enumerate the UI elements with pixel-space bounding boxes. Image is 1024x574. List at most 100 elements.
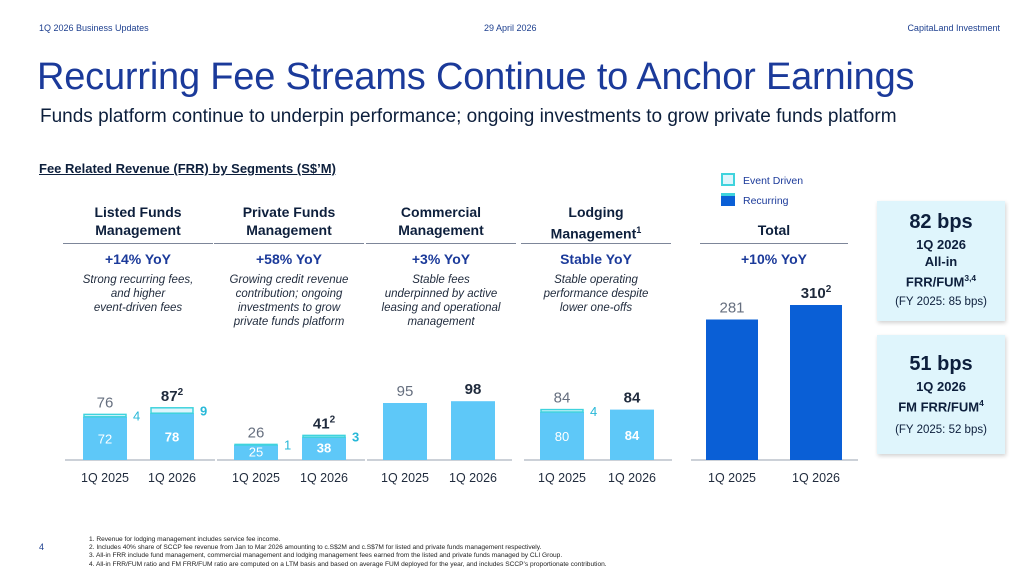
total-value-label: 872 [161,387,184,405]
desc-line: contribution; ongoing [235,288,343,300]
segment-divider [366,243,516,244]
category-label: 1Q 2025 [81,471,129,485]
category-label: 1Q 2025 [538,471,586,485]
segment-yoy: +3% YoY [411,251,471,267]
desc-line: Stable operating [554,274,638,286]
bar-recurring [610,409,654,460]
category-label: 1Q 2025 [232,471,280,485]
segment-divider [700,243,848,244]
bar-event-driven [83,413,127,418]
bar-recurring [383,403,427,460]
event-value-label: 9 [200,404,207,419]
segment-name-line2: Management [246,222,332,238]
footnote-ref: 1 [636,225,642,235]
recurring-value-label: 38 [317,441,331,456]
segment-name-line2: Management [550,225,637,242]
total-value-label: 26 [248,424,265,441]
bar-event-driven [540,408,584,413]
bar-event-driven [302,434,346,438]
segment-commercial: Commercial Management +3% YoY Stable fee… [366,203,516,329]
desc-line: and higher [110,288,166,300]
desc-line: lower one-offs [559,302,633,314]
event-value-label: 4 [590,404,597,419]
category-label: 1Q 2025 [381,471,429,485]
segment-yoy: +58% YoY [255,251,323,267]
total-value-label: 76 [97,394,114,411]
page-number: 4 [39,542,45,552]
bar-event-driven [234,443,278,446]
kpi-value: 82 bps [909,211,973,233]
kpi-label-line: FM FRR/FUM4 [877,395,1005,415]
desc-line: underpinned by active [384,288,498,300]
category-label: 1Q 2026 [608,471,656,485]
category-label: 1Q 2026 [792,471,840,485]
total-value-label: 84 [554,390,571,407]
segment-name-line1: Lodging [568,204,624,220]
segment-description: Growing credit revenue contribution; ong… [214,273,364,329]
bar-recurring [706,319,758,460]
kpi-metric: FRR/FUM [905,274,965,290]
kpi-value: 51 bps [909,353,973,375]
page-subtitle: Funds platform continue to underpin perf… [40,106,897,127]
recurring-value-label: 78 [165,430,179,445]
segment-name: Lodging Management1 [521,203,671,242]
segment-yoy: Stable YoY [560,251,632,267]
desc-line: Stable fees [412,274,470,286]
segment-listed: Listed Funds Management +14% YoY Strong … [63,203,213,315]
bar-recurring [302,437,346,460]
recurring-value-label: 72 [98,431,112,446]
footnote: 1. Revenue for lodging management includ… [89,536,281,543]
desc-line: performance despite [543,288,649,300]
kpi-comparison: (FY 2025: 52 bps) [895,424,987,437]
legend-event-label: Event Driven [743,175,804,187]
segment-divider [214,243,364,244]
segment-description: Stable fees underpinned by active leasin… [366,273,516,329]
total-value-label: 281 [719,300,744,317]
kpi-period: 1Q 2026 [916,237,966,252]
total-value-label: 84 [624,390,641,407]
desc-line: management [407,316,475,328]
kpi-label-line: FRR/FUM3,4 [877,270,1005,290]
legend-recurring-label: Recurring [743,195,789,207]
segment-name: Private Funds Management [214,203,364,239]
total-value-label: 98 [465,381,482,398]
segment-name: Listed Funds Management [63,203,213,239]
footnote: 2. Includes 40% share of SCCP fee revenu… [89,544,542,552]
segment-yoy: +10% YoY [740,251,808,267]
segment-total: Total +10% YoY [700,203,848,267]
segment-name-line2: Management [398,222,484,238]
kpi-metric: FM FRR/FUM [898,399,980,415]
segment-name-line2: Management [95,222,181,238]
desc-line: Growing credit revenue [229,274,349,286]
category-label: 1Q 2026 [300,471,348,485]
category-label: 1Q 2026 [148,471,196,485]
segment-yoy: +14% YoY [104,251,172,267]
segment-divider [63,243,213,244]
desc-line: leasing and operational [381,302,501,314]
legend-swatch-event [721,173,735,186]
segment-name-line1: Commercial [400,204,482,220]
footnote-ref: 2 [826,284,832,295]
header-brand: CapitaLand Investment [907,23,1000,33]
bar-recurring [150,413,194,460]
footnote-ref: 2 [330,414,336,425]
event-value-label: 1 [284,438,291,453]
kpi-card-fm: 51 bps 1Q 2026 FM FRR/FUM4 (FY 2025: 52 … [877,335,1005,454]
segment-divider [521,243,671,244]
header-left: 1Q 2026 Business Updates [39,23,149,33]
desc-line: event-driven fees [93,302,183,314]
segment-private: Private Funds Management +58% YoY Growin… [214,203,364,329]
footnote: 4. All-in FRR/FUM ratio and FM FRR/FUM r… [89,560,607,568]
kpi-label-line: All-in [924,254,958,269]
segment-description: Strong recurring fees, and higher event-… [63,273,213,315]
page-title: Recurring Fee Streams Continue to Anchor… [37,56,915,98]
kpi-comparison: (FY 2025: 85 bps) [895,296,987,309]
segment-name: Total [700,203,848,239]
footnote-ref: 2 [178,387,184,398]
recurring-value-label: 84 [625,428,640,443]
bar-recurring [790,305,842,460]
recurring-value-label: 80 [555,429,569,444]
footnote: 3. All-in FRR include fund management, c… [89,552,563,560]
header-date: 29 April 2026 [484,23,537,33]
